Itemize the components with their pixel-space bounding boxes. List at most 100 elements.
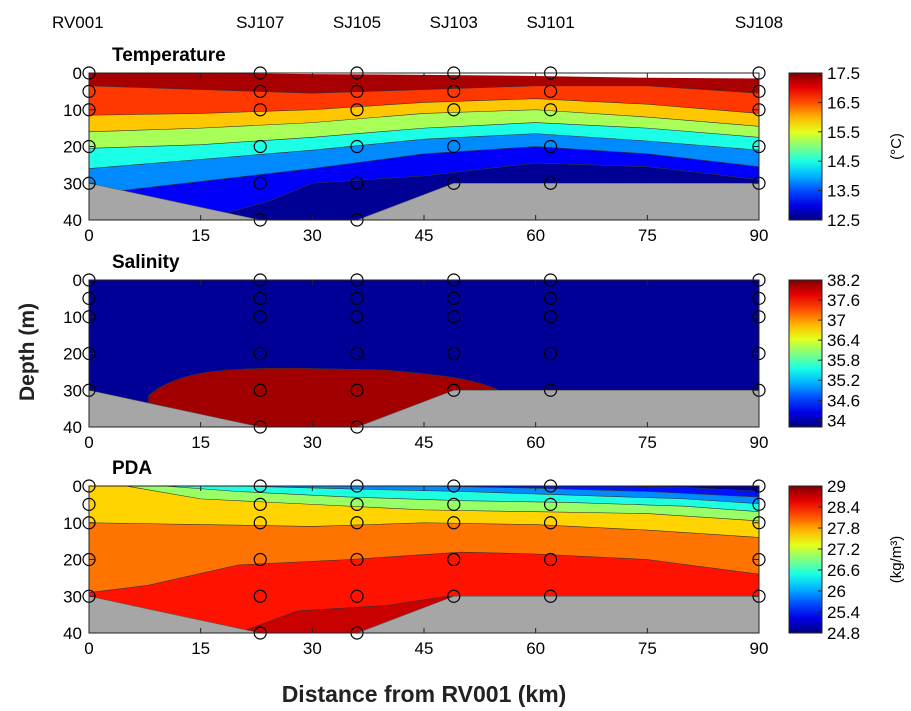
contour-field-pda [89, 486, 759, 633]
x-axis-label: Distance from RV001 (km) [282, 681, 567, 707]
sample-point-salinity-sj107-10 [253, 310, 267, 324]
x-tick-label-temperature-60: 60 [526, 226, 545, 245]
colorbar-tick-label-salinity: 38.2 [827, 271, 860, 290]
y-tick-label-salinity-0: 0 [73, 271, 82, 290]
y-tick-label-pda-40: 40 [63, 624, 82, 643]
sample-point-pda-sj101-30 [543, 589, 558, 603]
sample-point-temperature-sj103-5 [447, 84, 461, 98]
colorbar-tick-label-temperature: 13.5 [827, 182, 860, 201]
y-tick-label-pda-20: 20 [63, 551, 82, 570]
sample-point-temperature-sj105-5 [350, 84, 364, 98]
colorbar-tick-label-salinity: 35.2 [827, 371, 860, 390]
sample-point-pda-sj107-5 [253, 497, 267, 511]
colorbar-tick-label-temperature: 16.5 [827, 93, 860, 112]
sample-point-salinity-sj105-10 [350, 310, 364, 324]
colorbar-tick-label-salinity: 34 [827, 411, 846, 430]
sample-point-temperature-sj107-5 [253, 84, 267, 98]
contour-field-temperature [89, 73, 759, 220]
colorbar-tick-label-salinity: 37.6 [827, 291, 860, 310]
colorbar-tick-label-temperature: 12.5 [827, 211, 860, 230]
sample-point-salinity-sj103-10 [447, 310, 461, 324]
colorbar-ticks-pda: 29 28.4 27.8 27.2 26.6 26 25.4 24.8 [818, 477, 860, 643]
sample-point-pda-sj105-5 [350, 497, 364, 511]
sample-point-pda-sj101-10 [543, 516, 558, 530]
station-label-sj108: SJ108 [735, 13, 783, 32]
sample-point-temperature-sj107-20 [253, 139, 267, 154]
x-tick-label-temperature-30: 30 [303, 226, 322, 245]
sample-point-temperature-sj105-30 [350, 176, 364, 190]
y-tick-label-pda-10: 10 [63, 514, 82, 533]
seabed-temperature [89, 182, 759, 220]
sample-point-salinity-sj105-30 [350, 383, 364, 397]
sample-point-temperature-sj101-20 [543, 139, 558, 154]
colorbar-tick-label-pda: 27.2 [827, 540, 860, 559]
sample-point-salinity-sj107-20 [253, 346, 267, 361]
sample-point-pda-sj107-10 [253, 516, 267, 530]
x-tick-label-pda-75: 75 [638, 639, 657, 658]
x-tick-label-salinity-15: 15 [191, 433, 210, 452]
colorbar-temperature [788, 72, 823, 221]
sample-point-pda-sj103-20 [447, 552, 461, 567]
colorbar-tick-label-temperature: 17.5 [827, 64, 860, 83]
seabed-salinity [89, 389, 759, 427]
colorbar-tick-label-pda: 24.8 [827, 624, 860, 643]
colorbar-tick-label-pda: 27.8 [827, 519, 860, 538]
colorbar-tick-label-pda: 26.6 [827, 561, 860, 580]
sample-point-temperature-sj107-30 [253, 176, 267, 190]
sample-point-temperature-sj105-20 [350, 139, 364, 154]
sample-point-pda-sj105-10 [350, 516, 364, 530]
station-label-rv001: RV001 [52, 13, 104, 32]
y-axis-label: Depth (m) [16, 303, 39, 401]
colorbar-tick-label-pda: 25.4 [827, 603, 860, 622]
sample-point-pda-sj107-30 [253, 589, 267, 603]
sample-point-temperature-sj107-10 [253, 103, 267, 117]
sample-point-salinity-sj101-20 [543, 346, 558, 361]
x-tick-label-temperature-0: 0 [84, 226, 93, 245]
sample-point-salinity-sj105-20 [350, 346, 364, 361]
x-tick-label-salinity-0: 0 [84, 433, 93, 452]
y-tick-label-temperature-0: 0 [73, 64, 82, 83]
colorbar-tick-label-salinity: 35.8 [827, 351, 860, 370]
colorbar-ticks-temperature: 17.5 16.5 15.5 14.5 13.5 12.5 [818, 64, 860, 230]
colorbar-tick-label-temperature: 14.5 [827, 152, 860, 171]
sample-point-temperature-sj103-10 [447, 103, 461, 117]
colorbar-pda [788, 485, 823, 634]
x-tick-label-temperature-75: 75 [638, 226, 657, 245]
sample-point-salinity-sj101-30 [543, 383, 558, 397]
colorbar-tick-label-pda: 28.4 [827, 498, 860, 517]
sample-point-pda-sj105-20 [350, 552, 364, 567]
panels: 0 15 30 45 60 75 90 0 10 20 30 40 Temperature 17.5 16.… [63, 45, 905, 658]
x-tick-label-salinity-30: 30 [303, 433, 322, 452]
panel-title-salinity: Salinity [112, 252, 180, 273]
y-tick-label-pda-0: 0 [73, 477, 82, 496]
panel-title-pda: PDA [112, 458, 152, 479]
y-tick-label-salinity-20: 20 [63, 345, 82, 364]
panel-temperature: 0 15 30 45 60 75 90 0 10 20 30 40 Temperature 17.5 16.… [63, 45, 905, 245]
x-tick-label-temperature-45: 45 [415, 226, 434, 245]
sample-point-salinity-sj105-5 [350, 291, 364, 305]
sample-point-pda-sj103-5 [447, 497, 461, 511]
x-tick-label-salinity-45: 45 [415, 433, 434, 452]
sample-point-pda-sj101-20 [543, 552, 558, 567]
sample-point-temperature-sj105-10 [350, 103, 364, 117]
sample-point-salinity-sj107-30 [253, 383, 267, 397]
colorbar-tick-label-pda: 29 [827, 477, 846, 496]
sample-point-pda-sj105-30 [350, 589, 364, 603]
x-tick-label-temperature-15: 15 [191, 226, 210, 245]
x-tick-label-salinity-90: 90 [750, 433, 769, 452]
colorbar-salinity [788, 279, 823, 428]
panel-pda: 0 15 30 45 60 75 90010203040PDA2928.427.827.22… [63, 458, 905, 658]
x-tick-label-pda-15: 15 [191, 639, 210, 658]
y-tick-label-temperature-20: 20 [63, 138, 82, 157]
panel-title-temperature: Temperature [112, 45, 226, 66]
sample-point-pda-sj101-5 [543, 497, 558, 511]
colorbar-tick-label-pda: 26 [827, 582, 846, 601]
x-tick-label-pda-90: 90 [750, 639, 769, 658]
colorbar-tick-label-salinity: 34.6 [827, 391, 860, 410]
panel-salinity: 0 15 30 45 60 75 90 0 10 20 30 40 Salinity 38.237.637… [63, 252, 860, 452]
sample-point-temperature-sj103-30 [447, 176, 461, 190]
colorbar-unit-pda: (kg/m³) [888, 536, 905, 584]
colorbar-tick-label-salinity: 37 [827, 311, 846, 330]
sample-point-temperature-sj101-10 [543, 103, 558, 117]
